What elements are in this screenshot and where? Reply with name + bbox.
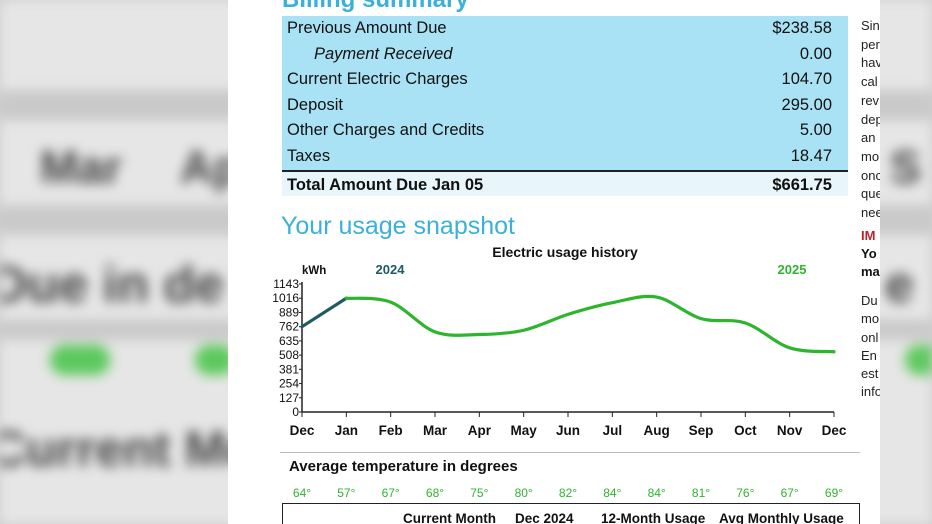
col-header-12-month-usage: 12-Month Usage <box>601 511 706 524</box>
x-tick-label: Jul <box>603 423 623 438</box>
blurred-word: Mar <box>40 141 122 193</box>
x-tick-label: Nov <box>777 423 803 438</box>
blurred-word: S <box>890 141 921 193</box>
billing-summary-table: Previous Amount Due $238.58 Payment Rece… <box>282 16 848 196</box>
temperature-value: 64° <box>292 486 312 500</box>
usage-summary-table: Current Month Dec 2024 12-Month Usage Av… <box>282 503 860 524</box>
y-tick-label: 762 <box>279 320 299 334</box>
y-tick-label: 0 <box>292 405 299 419</box>
temperature-row: 64° 57° 67° 68° 75° 80° 82° 84° 84° 81° 76° 67° 69° <box>288 486 848 500</box>
row-label: Other Charges and Credits <box>287 121 485 140</box>
row-value: 18.47 <box>790 146 832 165</box>
x-tick-label: Apr <box>468 423 492 438</box>
x-tick-label: Dec <box>822 423 847 438</box>
temperature-value: 57° <box>337 486 356 500</box>
usage-chart: Electric usage history kWh 2024 2025 0 127 254… <box>228 238 880 448</box>
summary-row: Other Charges and Credits 5.00 <box>282 118 848 144</box>
row-label: Current Electric Charges <box>287 70 468 89</box>
total-value: $661.75 <box>772 175 832 194</box>
row-label: Deposit <box>287 95 343 114</box>
row-label: Taxes <box>287 146 331 165</box>
series-line-2024 <box>300 296 348 329</box>
blurred-word: Due in de <box>0 256 225 314</box>
y-tick-label: 1016 <box>272 291 299 305</box>
temperature-value: 67° <box>381 486 400 500</box>
summary-row: Current Electric Charges 104.70 <box>282 67 848 93</box>
temperature-value: 82° <box>558 486 578 500</box>
blurred-word: Current Mo <box>0 421 257 477</box>
temperature-value: 69° <box>824 486 844 500</box>
row-label: Previous Amount Due <box>287 19 447 37</box>
x-tick-label: Mar <box>423 423 448 438</box>
col-header-dec-2024: Dec 2024 <box>515 511 574 524</box>
x-tick-label: Sep <box>689 423 714 438</box>
total-row: Total Amount Due Jan 05 $661.75 <box>282 169 848 196</box>
temperature-value: 76° <box>736 486 755 500</box>
x-tick-label: May <box>511 423 538 438</box>
temperature-value: 80° <box>514 486 533 500</box>
total-label: Total Amount Due Jan 05 <box>287 175 484 194</box>
series-line-2025 <box>344 294 836 354</box>
side-column-text-2: Du mo onl En est info <box>861 293 880 400</box>
bill-page: Billing summary Previous Amount Due $238… <box>228 0 880 524</box>
usage-chart-svg: Electric usage history kWh 2024 2025 0127254… <box>272 244 847 438</box>
side-bold-text: Yo ma <box>861 246 880 279</box>
temperature-value: 81° <box>691 486 711 500</box>
temperature-value: 84° <box>647 486 666 500</box>
usage-snapshot-title: Your usage snapshot <box>281 212 515 240</box>
y-tick-label: 889 <box>279 305 299 319</box>
year-label-2024: 2024 <box>376 262 406 277</box>
temperature-title: Average temperature in degrees <box>289 458 518 475</box>
y-tick-label: 381 <box>279 362 299 376</box>
row-value: 104.70 <box>781 70 832 89</box>
x-tick-label: Aug <box>644 423 670 438</box>
separator <box>280 452 860 453</box>
x-tick-label: Feb <box>379 423 403 438</box>
row-value: $238.58 <box>772 19 832 37</box>
x-tick-label: Jun <box>556 423 580 438</box>
x-tick-label: Dec <box>290 423 315 438</box>
temperature-value: 75° <box>470 486 489 500</box>
col-header-avg-monthly-usage: Avg Monthly Usage <box>719 511 844 524</box>
blurred-word: e <box>885 256 914 314</box>
col-header-current-month: Current Month <box>403 511 496 524</box>
summary-row: Payment Received 0.00 <box>282 41 848 68</box>
y-axis-unit: kWh <box>302 265 326 277</box>
side-important-label: IM <box>861 228 876 243</box>
y-tick-label: 1143 <box>273 277 299 291</box>
temperature-value: 84° <box>603 486 622 500</box>
side-column-text: Sin per hav cal rev dep an mo onc que ne… <box>861 18 880 221</box>
summary-row: Taxes 18.47 <box>282 143 848 170</box>
row-value: 5.00 <box>799 121 832 140</box>
temperature-value: 67° <box>780 486 799 500</box>
y-tick-label: 508 <box>279 348 299 362</box>
chart-title: Electric usage history <box>492 244 638 260</box>
temperature-value: 68° <box>425 486 445 500</box>
y-tick-label: 635 <box>279 334 299 348</box>
row-value: 0.00 <box>799 44 832 63</box>
year-label-2025: 2025 <box>778 262 807 277</box>
y-tick-label: 254 <box>279 377 299 391</box>
x-tick-label: Jan <box>335 423 358 438</box>
y-tick-label: 127 <box>279 391 299 405</box>
row-value: 295.00 <box>781 95 832 114</box>
billing-summary-heading: Billing summary <box>282 0 469 14</box>
x-tick-label: Oct <box>734 423 757 438</box>
summary-row: Previous Amount Due $238.58 <box>282 16 848 42</box>
row-label: Payment Received <box>314 44 453 63</box>
summary-row: Deposit 295.00 <box>282 92 848 119</box>
